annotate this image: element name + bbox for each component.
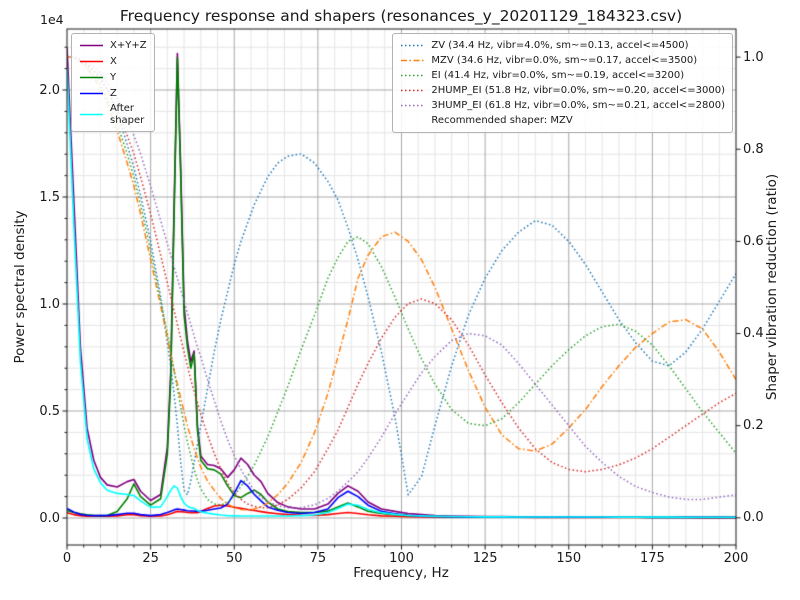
y-axis-label-right: Shaper vibration reduction (ratio) bbox=[764, 173, 780, 401]
legend-item-z: Z bbox=[79, 87, 147, 100]
y-right-tick-label: 0.8 bbox=[743, 141, 764, 157]
x-tick-label: 125 bbox=[472, 551, 498, 566]
legend-item-3hump-ei: 3HUMP_EI (61.8 Hz, vibr=0.0%, sm~=0.21, … bbox=[400, 99, 725, 112]
legend-label-3hump-ei: 3HUMP_EI (61.8 Hz, vibr=0.0%, sm~=0.21, … bbox=[431, 100, 725, 111]
y-axis-label-left: Power spectral density bbox=[12, 210, 28, 364]
x-tick-label: 50 bbox=[225, 551, 243, 566]
legend-item-mzv: MZV (34.6 Hz, vibr=0.0%, sm~=0.17, accel… bbox=[400, 54, 725, 67]
legend-item-recommended: Recommended shaper: MZV bbox=[400, 114, 725, 127]
legend-item-zv: ZV (34.4 Hz, vibr=4.0%, sm~=0.13, accel<… bbox=[400, 39, 725, 52]
legend-line-y-icon bbox=[80, 76, 103, 79]
x-tick-label: 175 bbox=[639, 551, 665, 566]
y-left-tick-label: 2.0 bbox=[39, 82, 60, 98]
legend-label-y: Y bbox=[110, 72, 117, 83]
y-right-tick-label: 0.0 bbox=[743, 510, 764, 526]
legend-item-y: Y bbox=[79, 71, 147, 84]
legend-label-zv: ZV (34.4 Hz, vibr=4.0%, sm~=0.13, accel<… bbox=[431, 40, 689, 51]
legend-line-z-icon bbox=[80, 92, 103, 95]
y-left-tick-label: 0.5 bbox=[39, 403, 60, 419]
x-tick-label: 150 bbox=[556, 551, 582, 566]
psd-legend: X+Y+Z X Y Z After shaper bbox=[71, 33, 155, 132]
legend-line-3hump-ei-icon bbox=[401, 104, 425, 107]
shaper-legend: ZV (34.4 Hz, vibr=4.0%, sm~=0.13, accel<… bbox=[392, 33, 733, 133]
legend-label-after-shaper: After shaper bbox=[110, 103, 145, 126]
legend-line-zv-icon bbox=[401, 44, 425, 47]
legend-line-ei-icon bbox=[401, 74, 425, 77]
legend-line-mzv-icon bbox=[401, 59, 425, 62]
legend-line-after-shaper-icon bbox=[80, 113, 103, 116]
legend-item-x: X bbox=[79, 55, 147, 68]
legend-line-2hump-ei-icon bbox=[401, 89, 425, 92]
y-right-tick-label: 0.6 bbox=[743, 233, 764, 249]
legend-line-x-icon bbox=[80, 60, 103, 63]
x-tick-label: 75 bbox=[309, 551, 327, 566]
legend-item-after-shaper: After shaper bbox=[79, 103, 147, 126]
legend-label-xyz: X+Y+Z bbox=[110, 40, 147, 51]
legend-line-xyz-icon bbox=[80, 44, 103, 47]
legend-item-2hump-ei: 2HUMP_EI (51.8 Hz, vibr=0.0%, sm~=0.20, … bbox=[400, 84, 725, 97]
x-axis-label: Frequency, Hz bbox=[353, 565, 449, 581]
chart-title: Frequency response and shapers (resonanc… bbox=[119, 7, 683, 25]
y-left-tick-label: 1.0 bbox=[39, 296, 60, 312]
legend-item-ei: EI (41.4 Hz, vibr=0.0%, sm~=0.19, accel<… bbox=[400, 69, 725, 82]
x-tick-label: 25 bbox=[142, 551, 159, 566]
y-right-tick-label: 1.0 bbox=[743, 49, 764, 65]
y-left-tick-label: 0.0 bbox=[39, 510, 60, 526]
y-left-tick-label: 1.5 bbox=[39, 189, 60, 205]
recommended-shaper-note: Recommended shaper: MZV bbox=[431, 115, 573, 126]
x-tick-label: 100 bbox=[389, 551, 414, 566]
legend-label-ei: EI (41.4 Hz, vibr=0.0%, sm~=0.19, accel<… bbox=[431, 70, 685, 81]
y-right-tick-label: 0.2 bbox=[743, 418, 764, 434]
y-right-tick-label: 0.4 bbox=[743, 326, 764, 342]
x-tick-label: 0 bbox=[62, 551, 72, 566]
legend-label-2hump-ei: 2HUMP_EI (51.8 Hz, vibr=0.0%, sm~=0.20, … bbox=[431, 85, 725, 96]
legend-label-z: Z bbox=[110, 88, 117, 99]
legend-label-x: X bbox=[110, 56, 117, 67]
x-tick-label: 200 bbox=[723, 551, 749, 566]
legend-item-xyz: X+Y+Z bbox=[79, 39, 147, 52]
legend-label-mzv: MZV (34.6 Hz, vibr=0.0%, sm~=0.17, accel… bbox=[431, 55, 698, 66]
y-axis-offset-text: 1e4 bbox=[40, 12, 64, 27]
